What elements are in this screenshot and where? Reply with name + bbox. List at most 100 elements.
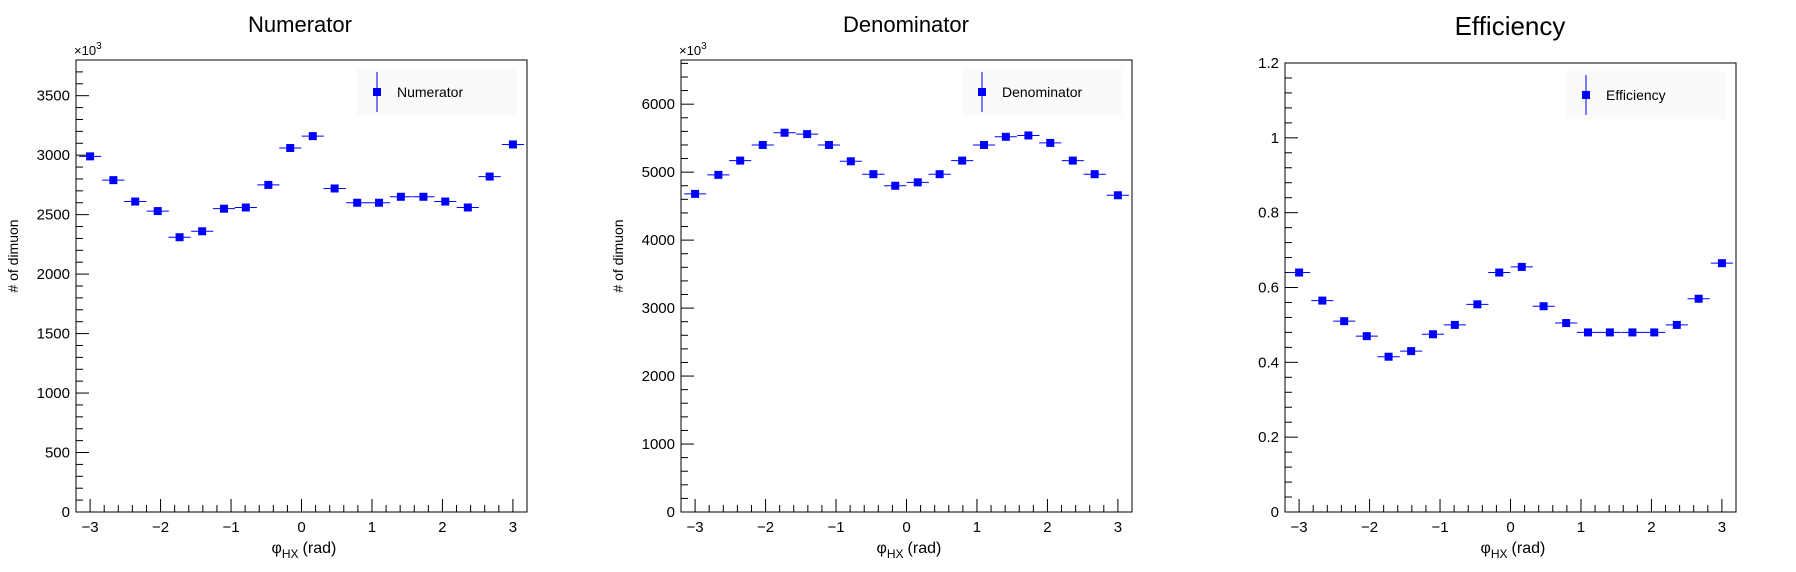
- x-tick-label: −1: [1431, 519, 1448, 536]
- data-marker: [714, 170, 723, 179]
- data-marker: [1428, 330, 1437, 339]
- x-tick-label: −1: [222, 519, 239, 536]
- x-tick-label: 0: [1506, 519, 1514, 536]
- data-point: [79, 152, 102, 161]
- data-marker: [264, 180, 273, 189]
- legend-marker: [1582, 91, 1590, 99]
- data-marker: [198, 227, 207, 236]
- data-marker: [913, 178, 922, 187]
- data-marker: [1001, 132, 1010, 141]
- data-point: [301, 132, 324, 141]
- data-point: [773, 128, 796, 137]
- y-tick-label: 2500: [37, 207, 70, 224]
- data-marker: [1650, 328, 1659, 337]
- y-exponent-label: ×103: [679, 41, 707, 58]
- x-tick-label: 3: [1114, 519, 1122, 536]
- data-point: [1710, 259, 1733, 268]
- y-tick-label: 0: [667, 504, 675, 521]
- data-point: [346, 198, 369, 207]
- data-point: [279, 144, 302, 153]
- data-point: [1576, 328, 1600, 337]
- y-tick-label: 2000: [37, 266, 70, 283]
- data-marker: [508, 140, 517, 149]
- data-point: [972, 140, 996, 149]
- data-point: [323, 184, 346, 193]
- data-marker: [736, 156, 745, 165]
- y-tick-label: 6000: [642, 96, 675, 113]
- data-point: [928, 170, 951, 179]
- legend-box: [1566, 71, 1726, 119]
- data-marker: [109, 176, 118, 185]
- data-marker: [485, 172, 494, 181]
- data-point: [751, 140, 774, 149]
- data-point: [168, 233, 191, 242]
- data-marker: [803, 130, 812, 139]
- data-point: [191, 227, 214, 236]
- x-tick-label: −3: [687, 519, 704, 536]
- data-point: [1621, 328, 1644, 337]
- data-point: [1377, 352, 1400, 361]
- data-marker: [1495, 268, 1504, 277]
- x-axis-title-symbol: φ: [1481, 540, 1491, 557]
- y-exponent-power: 3: [96, 41, 102, 52]
- x-tick-label: 1: [973, 519, 981, 536]
- data-point: [1687, 294, 1710, 303]
- data-marker: [396, 192, 405, 201]
- data-marker: [330, 184, 339, 193]
- data-point: [1421, 330, 1445, 339]
- x-tick-label: 1: [1577, 519, 1585, 536]
- legend-label: Denominator: [1002, 84, 1082, 100]
- data-marker: [375, 198, 384, 207]
- y-tick-label: 1: [1271, 130, 1279, 147]
- data-point: [1555, 319, 1578, 328]
- x-axis-title-unit: (rad): [1512, 540, 1546, 557]
- data-point: [1333, 317, 1356, 326]
- data-marker: [286, 144, 295, 153]
- x-tick-label: −3: [82, 519, 99, 536]
- data-point: [1510, 262, 1533, 271]
- x-axis-title: φHX (rad): [1481, 540, 1546, 561]
- x-axis-title-subscript: HX: [282, 547, 299, 561]
- data-marker: [1672, 320, 1681, 329]
- x-tick-label: 1: [368, 519, 376, 536]
- data-point: [729, 156, 752, 165]
- y-tick-label: 3000: [642, 300, 675, 317]
- data-point: [124, 197, 147, 206]
- x-axis-title-unit: (rad): [908, 540, 942, 557]
- x-tick-label: −2: [757, 519, 774, 536]
- data-marker: [780, 128, 789, 137]
- data-marker: [1046, 138, 1055, 147]
- data-marker: [846, 157, 855, 166]
- chart-panel-3: Efficiency −3 −2 −1 0 1 2 3 0 0.2 0.4 0.6 0.8 1 1.2 φHX…: [1258, 11, 1737, 561]
- data-point: [434, 197, 457, 206]
- legend-box: [962, 68, 1122, 116]
- data-marker: [824, 140, 833, 149]
- y-tick-label: 500: [45, 445, 70, 462]
- data-point: [102, 176, 125, 185]
- y-tick-label: 1000: [37, 385, 70, 402]
- data-point: [234, 203, 257, 212]
- chart-title: Efficiency: [1455, 11, 1566, 41]
- data-marker: [758, 140, 767, 149]
- y-exponent-base: ×10: [679, 43, 701, 58]
- data-point: [1106, 191, 1129, 200]
- data-point: [817, 140, 841, 149]
- y-tick-label: 0: [1271, 504, 1279, 521]
- data-point: [501, 140, 524, 149]
- data-point: [1039, 138, 1062, 147]
- data-marker: [1318, 296, 1327, 305]
- x-axis-title-unit: (rad): [303, 540, 337, 557]
- data-point: [1466, 300, 1489, 309]
- data-point: [994, 132, 1017, 141]
- x-tick-label: 2: [1043, 519, 1051, 536]
- y-tick-label: 3000: [37, 147, 70, 164]
- legend-box: [357, 68, 517, 116]
- data-marker: [175, 233, 184, 242]
- chart-panel-1: Numerator −3 −2 −1 0 1 2 3 0 500 1000 1500 2000 2500 3…: [5, 12, 528, 561]
- data-marker: [1473, 300, 1482, 309]
- legend-marker: [978, 88, 986, 96]
- y-tick-label: 0.6: [1258, 280, 1279, 297]
- x-tick-label: −3: [1291, 519, 1308, 536]
- data-marker: [1605, 328, 1614, 337]
- data-marker: [241, 203, 250, 212]
